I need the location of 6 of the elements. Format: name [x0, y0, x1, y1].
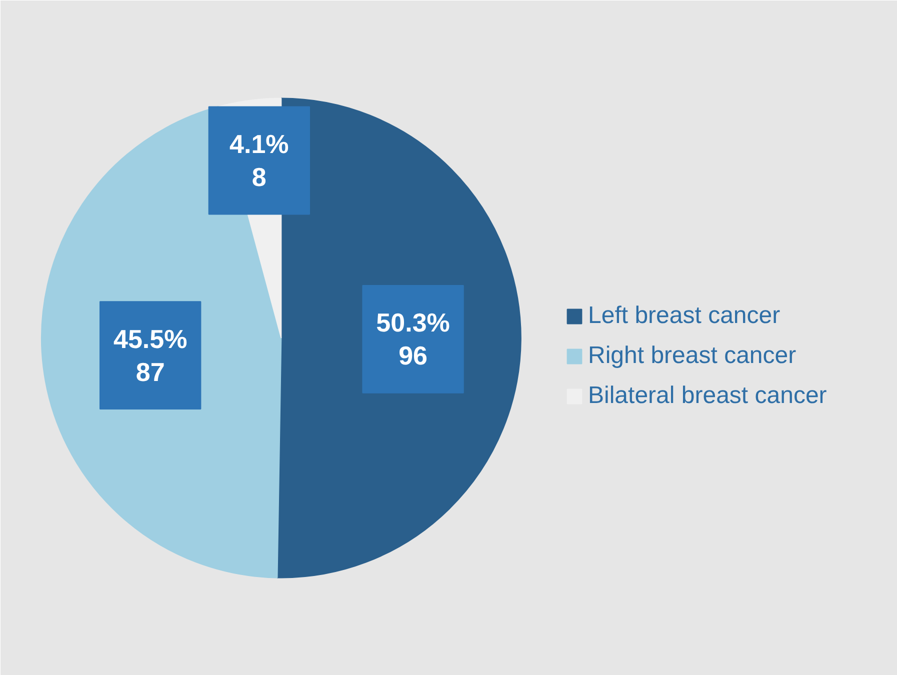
data-label: 45.5% 87 [113, 324, 188, 387]
legend-label: Bilateral breast cancer [588, 382, 828, 410]
legend-label: Left breast cancer [588, 302, 782, 330]
data-label: 4.1% 8 [230, 129, 289, 192]
legend-label: Right breast cancer [588, 342, 798, 370]
data-label: 50.3% 96 [376, 308, 450, 371]
